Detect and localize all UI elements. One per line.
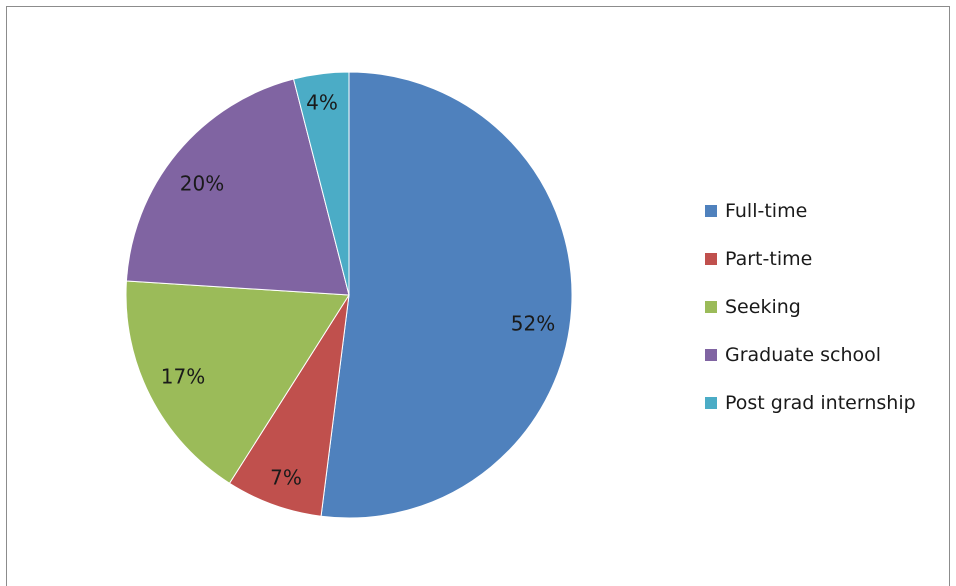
- legend-swatch-seeking: [705, 301, 717, 313]
- pie-slice-post-grad-internship: [292, 71, 350, 296]
- legend-item-seeking: Seeking: [705, 283, 916, 331]
- chart-area: 52% 7% 17% 20% 4% Full-time Part-time Seekin…: [6, 6, 950, 586]
- pie-chart: 52% 7% 17% 20% 4%: [125, 71, 573, 519]
- legend-swatch-part-time: [705, 253, 717, 265]
- legend-swatch-full-time: [705, 205, 717, 217]
- data-label-graduate-school: 20%: [180, 172, 224, 196]
- pie-slice-seeking: [125, 280, 350, 484]
- pie-slice-full-time: [320, 71, 573, 519]
- pie-slice-graduate-school: [125, 78, 350, 296]
- legend-item-graduate-school: Graduate school: [705, 331, 916, 379]
- legend-label-full-time: Full-time: [725, 200, 808, 222]
- legend-label-graduate-school: Graduate school: [725, 344, 882, 366]
- legend-item-post-grad-internship: Post grad internship: [705, 379, 916, 427]
- data-label-post-grad-internship: 4%: [306, 91, 338, 115]
- data-label-seeking: 17%: [161, 365, 205, 389]
- legend: Full-time Part-time Seeking Graduate sch…: [705, 187, 916, 427]
- data-label-part-time: 7%: [270, 466, 302, 490]
- legend-swatch-graduate-school: [705, 349, 717, 361]
- legend-label-seeking: Seeking: [725, 296, 801, 318]
- legend-item-part-time: Part-time: [705, 235, 916, 283]
- legend-label-post-grad-internship: Post grad internship: [725, 392, 916, 414]
- legend-swatch-post-grad-internship: [705, 397, 717, 409]
- data-label-full-time: 52%: [511, 312, 555, 336]
- legend-label-part-time: Part-time: [725, 248, 813, 270]
- legend-item-full-time: Full-time: [705, 187, 916, 235]
